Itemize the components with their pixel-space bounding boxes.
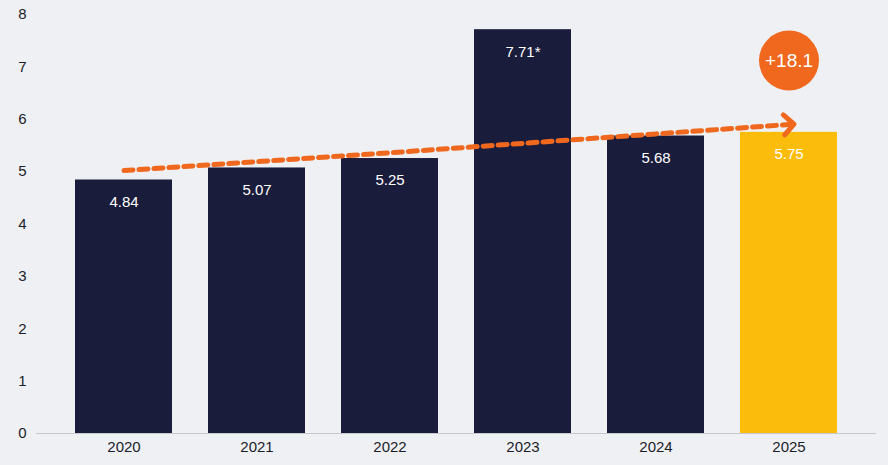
svg-text:1: 1 <box>18 372 26 389</box>
svg-text:5.25: 5.25 <box>375 171 404 188</box>
svg-text:5.75: 5.75 <box>774 145 803 162</box>
svg-text:+18.1: +18.1 <box>765 50 813 71</box>
svg-text:7: 7 <box>18 58 26 75</box>
svg-text:2023: 2023 <box>506 438 539 455</box>
svg-text:5.68: 5.68 <box>641 149 670 166</box>
svg-text:2: 2 <box>18 320 26 337</box>
svg-text:2020: 2020 <box>107 438 140 455</box>
svg-text:2024: 2024 <box>639 438 672 455</box>
svg-text:5: 5 <box>18 162 26 179</box>
svg-text:6: 6 <box>18 110 26 127</box>
svg-text:5.07: 5.07 <box>242 181 271 198</box>
svg-text:4.84: 4.84 <box>109 193 138 210</box>
svg-text:7.71*: 7.71* <box>505 42 540 59</box>
svg-text:2022: 2022 <box>373 438 406 455</box>
svg-text:4: 4 <box>18 215 26 232</box>
svg-text:3: 3 <box>18 267 26 284</box>
svg-text:2021: 2021 <box>240 438 273 455</box>
svg-text:2025: 2025 <box>772 438 805 455</box>
svg-text:0: 0 <box>18 424 26 441</box>
svg-text:8: 8 <box>18 5 26 22</box>
